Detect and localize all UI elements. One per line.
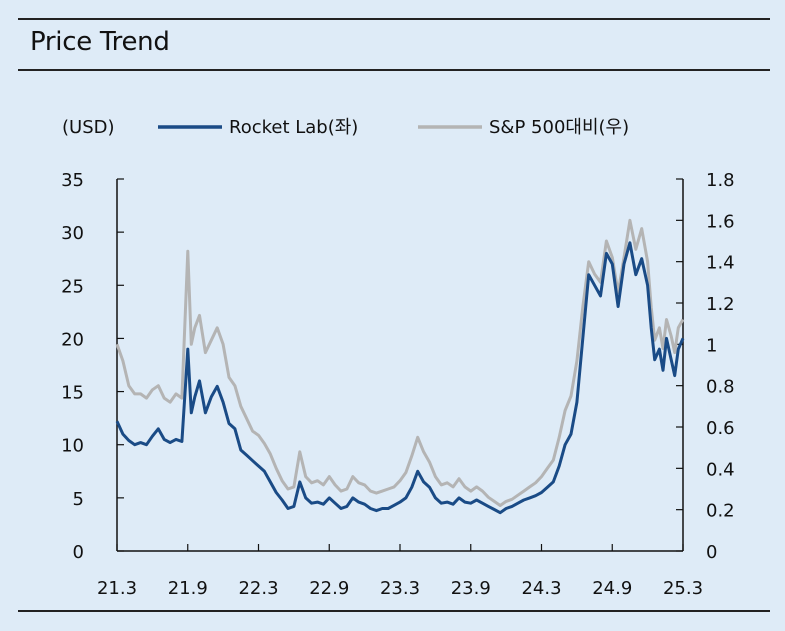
legend: Rocket Lab(좌) S&P 500대비(우) (158, 117, 629, 138)
right-tick-label: 0.6 (706, 418, 735, 439)
right-tick-label: 0.4 (706, 459, 735, 480)
bottom-rule (18, 610, 770, 612)
title-rule (18, 69, 770, 71)
right-tick-label: 0 (706, 542, 717, 563)
left-tick-label: 10 (61, 436, 84, 457)
right-tick-label: 0.2 (706, 501, 735, 522)
left-tick-label: 0 (73, 542, 84, 563)
left-tick-label: 35 (61, 170, 84, 191)
axes: 0 5 10 15 20 25 30 35 0 0.2 0.4 0.6 0.8 1 1.2 1.4 1.6 1.8… (61, 170, 735, 599)
x-tick-label: 21.9 (168, 578, 208, 599)
legend-label-sp500: S&P 500대비(우) (489, 117, 629, 138)
top-rule (18, 18, 770, 20)
x-tick-label: 23.3 (380, 578, 420, 599)
left-tick-label: 30 (61, 223, 84, 244)
page-title: Price Trend (30, 27, 170, 57)
legend-label-rocket-lab: Rocket Lab(좌) (229, 117, 358, 138)
series-layer (115, 218, 685, 515)
right-tick-label: 0.8 (706, 377, 735, 398)
left-tick-label: 5 (73, 489, 84, 510)
right-tick-label: 1.2 (706, 294, 735, 315)
left-tick-label: 25 (61, 276, 84, 297)
x-tick-label: 25.3 (663, 578, 703, 599)
x-tick-label: 22.3 (238, 578, 278, 599)
x-tick-label: 24.3 (521, 578, 561, 599)
right-tick-label: 1.8 (706, 170, 735, 191)
x-tick-label: 21.3 (97, 578, 137, 599)
series-line-rocket-lab (115, 241, 685, 515)
series-line-sp500 (115, 218, 685, 507)
right-tick-label: 1.4 (706, 253, 735, 274)
x-tick-label: 23.9 (451, 578, 491, 599)
left-tick-label: 15 (61, 383, 84, 404)
right-tick-label: 1.6 (706, 211, 735, 232)
x-tick-label: 22.9 (309, 578, 349, 599)
left-tick-label: 20 (61, 329, 84, 350)
x-tick-label: 24.9 (592, 578, 632, 599)
unit-label: (USD) (62, 117, 115, 138)
right-tick-label: 1 (706, 335, 717, 356)
